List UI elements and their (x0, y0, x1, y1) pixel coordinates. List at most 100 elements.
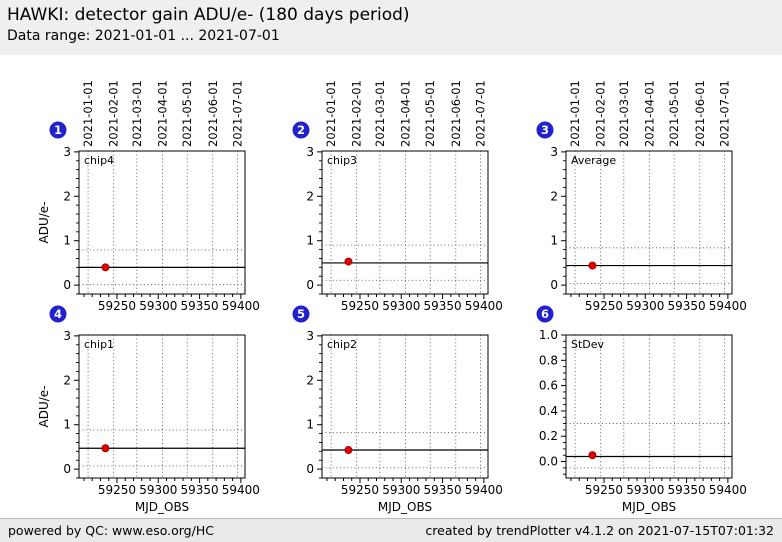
x-tick-label: 59400 (465, 483, 503, 497)
x-tick-label: 59250 (585, 299, 623, 313)
panel-badge-number: 3 (541, 123, 549, 137)
plot-box (78, 334, 246, 479)
date-tick-label: 2021-02-01 (350, 80, 364, 147)
y-axis-title: ADU/e- (37, 202, 51, 244)
x-axis-title: MJD_OBS (622, 500, 676, 514)
date-tick-label: 2021-04-01 (398, 80, 412, 147)
date-tick-label: 2021-03-01 (617, 80, 631, 147)
date-tick-label: 2021-07-01 (474, 80, 488, 147)
date-tick-label: 2021-02-01 (107, 80, 121, 147)
y-tick-label: 2 (306, 373, 314, 387)
x-tick-label: 59300 (139, 299, 177, 313)
x-tick-label: 59350 (423, 299, 461, 313)
date-tick-label: 2021-05-01 (180, 80, 194, 147)
date-tick-label: 2021-03-01 (130, 80, 144, 147)
date-tick-label: 2021-02-01 (594, 80, 608, 147)
data-point (588, 451, 597, 460)
panel-badge (292, 305, 310, 323)
date-tick-label: 2021-01-01 (568, 80, 582, 147)
plot-box (321, 150, 489, 295)
y-tick-label: 0.0 (539, 455, 558, 469)
footer-created-by: created by trendPlotter v4.1.2 on 2021-0… (425, 523, 774, 538)
y-tick-label: 0 (306, 462, 314, 476)
y-tick-label: 3 (63, 329, 71, 343)
plot-box (565, 150, 733, 295)
panel-badge (49, 305, 67, 323)
panel-badge (536, 121, 554, 139)
plot-panel-chip2: 59250 59300 59350 59400 0 1 2 3 chip2 5 MJD_OBS (292, 305, 503, 514)
panel-badge (49, 121, 67, 139)
y-tick-label: 1 (63, 418, 71, 432)
x-tick-label: 59300 (382, 299, 420, 313)
data-point (101, 263, 110, 272)
report-header: HAWKI: detector gain ADU/e- (180 days pe… (0, 0, 782, 55)
x-axis-title: MJD_OBS (135, 500, 189, 514)
date-tick-label: 2021-03-01 (373, 80, 387, 147)
x-tick-label: 59250 (341, 483, 379, 497)
data-point (344, 446, 353, 455)
y-tick-label: 0.4 (539, 404, 558, 418)
panel-badge (536, 305, 554, 323)
y-tick-label: 0.8 (539, 353, 558, 367)
panel-badge-number: 6 (541, 307, 549, 321)
footer-powered-by: powered by QC: www.eso.org/HC (8, 523, 214, 538)
date-tick-label: 2021-04-01 (642, 80, 656, 147)
date-tick-label: 2021-07-01 (231, 80, 245, 147)
x-tick-label: 59250 (341, 299, 379, 313)
date-tick-label: 2021-06-01 (693, 80, 707, 147)
data-point (344, 257, 353, 266)
panel-badge-number: 5 (297, 307, 305, 321)
report-subtitle: Data range: 2021-01-01 ... 2021-07-01 (7, 28, 280, 45)
x-tick-label: 59250 (98, 483, 136, 497)
plot-panel-average: 59250 59300 59350 59400 0 1 2 3 Average 3 2021-01-… (536, 80, 747, 313)
y-tick-label: 1 (306, 418, 314, 432)
date-tick-label: 2021-05-01 (423, 80, 437, 147)
x-tick-label: 59400 (709, 483, 747, 497)
x-tick-label: 59350 (667, 299, 705, 313)
y-tick-label: 0.2 (539, 429, 558, 443)
plot-panel-chip1: 59250 59300 59350 59400 0 1 2 3 chip1 4 ADU/e- MJD_… (37, 305, 260, 514)
plot-box (321, 334, 489, 479)
y-tick-label: 2 (550, 189, 558, 203)
plot-panel-stdev: 59250 59300 59350 59400 0.0 0.2 0.4 0.6 0.8 1.0 St… (536, 305, 747, 514)
panel-label: chip4 (84, 154, 114, 167)
x-tick-label: 59350 (180, 483, 218, 497)
x-tick-label: 59250 (98, 299, 136, 313)
panel-label: chip2 (327, 338, 357, 351)
panel-badge-number: 2 (297, 123, 305, 137)
plot-box (78, 150, 246, 295)
x-tick-label: 59400 (222, 299, 260, 313)
date-tick-label: 2021-06-01 (449, 80, 463, 147)
panel-badge (292, 121, 310, 139)
y-tick-label: 3 (550, 145, 558, 159)
x-tick-label: 59300 (626, 483, 664, 497)
x-tick-label: 59250 (585, 483, 623, 497)
panel-label: chip3 (327, 154, 357, 167)
x-tick-label: 59400 (709, 299, 747, 313)
date-tick-label: 2021-01-01 (324, 80, 338, 147)
date-tick-label: 2021-04-01 (155, 80, 169, 147)
data-point (101, 444, 110, 453)
panel-label: chip1 (84, 338, 114, 351)
x-tick-label: 59350 (180, 299, 218, 313)
y-tick-label: 2 (63, 373, 71, 387)
x-tick-label: 59350 (423, 483, 461, 497)
date-tick-label: 2021-06-01 (206, 80, 220, 147)
y-tick-label: 3 (63, 145, 71, 159)
y-tick-label: 0 (306, 278, 314, 292)
report-footer: powered by QC: www.eso.org/HC created by… (0, 518, 782, 542)
x-tick-label: 59350 (667, 483, 705, 497)
panel-badge-number: 4 (54, 307, 62, 321)
y-tick-label: 0.6 (539, 379, 558, 393)
y-tick-label: 3 (306, 329, 314, 343)
panel-badge-number: 1 (54, 123, 62, 137)
y-tick-label: 0 (550, 278, 558, 292)
y-axis-title: ADU/e- (37, 386, 51, 428)
date-tick-label: 2021-05-01 (667, 80, 681, 147)
y-tick-label: 0 (63, 462, 71, 476)
report-title: HAWKI: detector gain ADU/e- (180 days pe… (7, 5, 410, 25)
y-tick-label: 0 (63, 278, 71, 292)
panel-label: Average (571, 154, 616, 167)
x-tick-label: 59400 (222, 483, 260, 497)
